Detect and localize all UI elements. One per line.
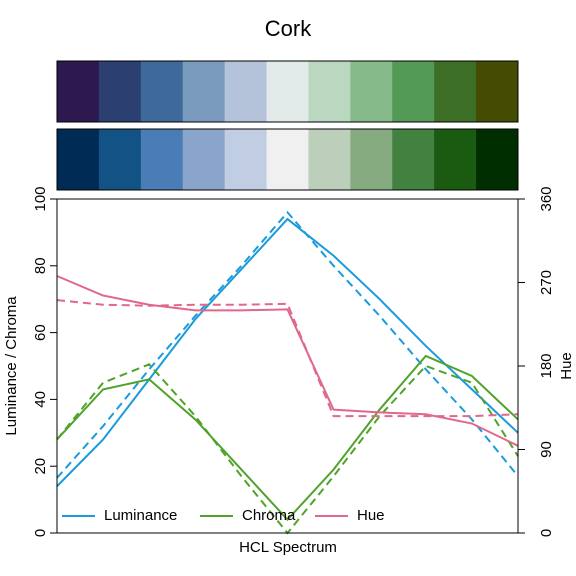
swatch [98,61,142,122]
swatch [266,61,309,122]
plot-border [56,198,519,534]
chart-title: Cork [265,16,312,41]
swatch [182,129,226,190]
swatch [224,129,268,190]
swatch [392,129,435,190]
legend-label: Chroma [242,507,296,524]
swatch [476,61,519,122]
y-tick-label: 60 [32,324,49,341]
swatch [434,129,477,190]
y2-tick-label: 360 [538,186,555,211]
y-tick-label: 0 [32,529,49,537]
y-axis-label: Luminance / Chroma [3,296,20,436]
y-tick-label: 40 [32,391,49,408]
swatch [434,61,477,122]
swatch-border [56,60,519,123]
swatch [98,129,142,190]
swatch [308,129,351,190]
y2-tick-label: 90 [538,441,555,458]
swatch [57,129,100,190]
legend-label: Luminance [104,507,177,524]
y2-tick-label: 180 [538,353,555,378]
y-tick-label: 20 [32,458,49,475]
swatch [308,61,351,122]
series-line [56,354,519,522]
swatch [350,129,393,190]
reference-line [56,210,519,479]
y-tick-label: 100 [32,186,49,211]
swatch [182,61,226,122]
y-tick-label: 80 [32,257,49,274]
swatch [350,61,393,122]
y2-tick-label: 0 [538,529,555,537]
series-line [56,217,519,487]
reference-line [56,299,519,418]
swatch [140,61,184,122]
x-axis-label: HCL Spectrum [239,539,337,556]
swatch [266,129,309,190]
swatch [476,129,519,190]
legend-label: Hue [357,507,385,524]
series-line [56,275,519,447]
y2-axis-label: Hue [558,352,575,380]
swatch [57,61,100,122]
swatch [140,129,184,190]
y2-tick-label: 270 [538,270,555,295]
swatch-border [56,128,519,191]
swatch [224,61,268,122]
swatch [392,61,435,122]
